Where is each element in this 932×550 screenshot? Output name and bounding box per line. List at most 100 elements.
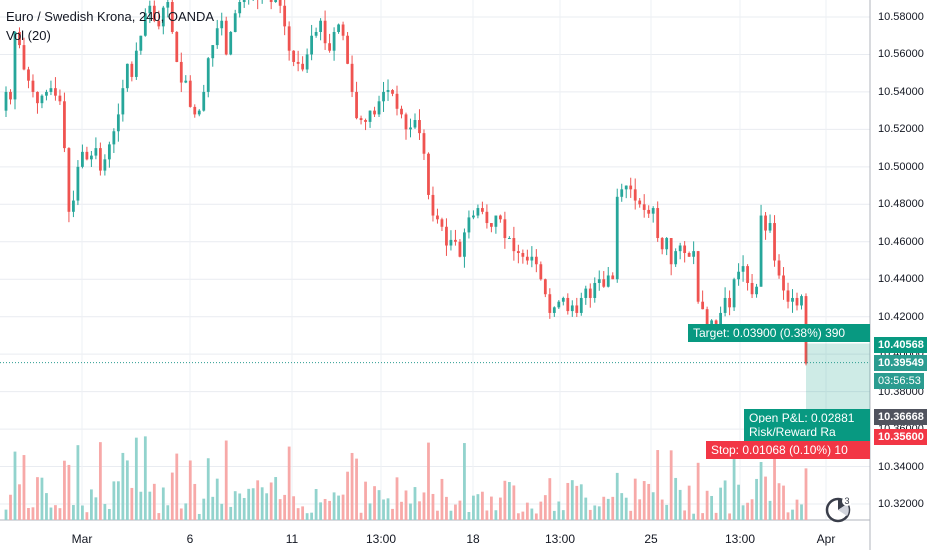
target-label[interactable]: Target: 0.03900 (0.38%) 390 xyxy=(688,324,870,342)
volume-bar xyxy=(512,485,516,520)
candle-body xyxy=(206,58,210,92)
candle-body xyxy=(319,20,322,32)
candle-body xyxy=(579,297,583,313)
candle-body xyxy=(31,80,35,92)
volume-bar xyxy=(98,442,102,520)
volume-bar xyxy=(683,510,687,520)
volume-bar xyxy=(251,488,255,520)
candle-body xyxy=(224,20,228,55)
volume-bar xyxy=(445,496,448,520)
volume-bar xyxy=(107,508,111,520)
candle-body xyxy=(665,238,669,250)
volume-bar xyxy=(161,487,165,520)
candle-body xyxy=(611,275,615,280)
candle-body xyxy=(72,200,75,212)
volume-bar xyxy=(206,458,210,520)
candle-body xyxy=(175,31,179,62)
candle-body xyxy=(112,131,116,145)
volume-bar xyxy=(36,477,39,520)
candle-body xyxy=(606,275,610,287)
candle-body xyxy=(76,166,80,201)
candle-body xyxy=(552,307,556,313)
candle-body xyxy=(40,95,44,104)
price-tick-label: 10.34000 xyxy=(878,460,924,473)
volume-bar xyxy=(76,445,80,520)
volume-bar xyxy=(472,495,475,520)
candle-body xyxy=(570,305,574,312)
candle-body xyxy=(561,297,565,302)
open-pnl-label[interactable]: Open P&L: 0.02881 xyxy=(744,409,870,427)
volume-bar xyxy=(795,499,799,520)
candle-body xyxy=(287,26,291,51)
candle-body xyxy=(701,301,705,310)
candle-body xyxy=(660,238,664,250)
candle-body xyxy=(485,211,489,224)
candle-body xyxy=(476,208,480,216)
candle-body xyxy=(786,290,790,302)
volume-bar xyxy=(278,499,282,520)
candle-body xyxy=(422,133,426,154)
candle-body xyxy=(90,155,93,160)
volume-bar xyxy=(615,472,619,520)
candle-body xyxy=(18,31,21,46)
volume-bar xyxy=(54,505,57,520)
candle-body xyxy=(292,50,296,62)
candle-body xyxy=(107,144,111,160)
volume-bar xyxy=(260,487,264,520)
candle-body xyxy=(125,63,129,89)
volume-bar xyxy=(364,481,367,520)
risk-reward-label[interactable]: Risk/Reward Ra xyxy=(744,423,870,441)
volume-bar xyxy=(359,512,363,520)
current-price-tag: 10.39549 xyxy=(874,355,927,371)
volume-bar xyxy=(570,480,574,520)
volume-bar xyxy=(431,493,435,520)
candle-body xyxy=(332,31,336,51)
volume-bar xyxy=(188,460,192,520)
tradingview-logo-icon[interactable]: 3 xyxy=(823,495,855,523)
stop-label[interactable]: Stop: 0.01068 (0.10%) 10 xyxy=(706,441,870,459)
volume-bar xyxy=(732,454,736,520)
volume-bar xyxy=(81,505,84,520)
volume-bar xyxy=(674,477,678,520)
candle-body xyxy=(795,297,799,306)
volume-bar xyxy=(791,509,794,520)
candle-body xyxy=(103,159,107,171)
volume-bar xyxy=(764,476,767,520)
volume-bar xyxy=(701,513,705,520)
candle-body xyxy=(116,114,120,132)
volume-bar xyxy=(422,492,426,520)
volume-bar xyxy=(265,493,269,520)
volume-bar xyxy=(503,480,507,520)
candle-body xyxy=(755,286,758,295)
candle-body xyxy=(732,279,736,308)
candle-body xyxy=(400,108,403,115)
candle-body xyxy=(584,288,588,298)
candle-body xyxy=(184,80,188,83)
entry-price-tag: 10.36668 xyxy=(874,409,927,425)
candle-body xyxy=(539,264,543,280)
volume-bar xyxy=(211,496,215,520)
volume-bar xyxy=(737,484,740,520)
volume-indicator-label: Vol (20) xyxy=(6,28,51,43)
volume-bar xyxy=(436,510,439,520)
time-tick-label: Mar xyxy=(71,532,93,546)
candle-body xyxy=(215,28,219,46)
candle-body xyxy=(696,251,700,302)
candle-body xyxy=(242,0,246,3)
candle-body xyxy=(283,5,287,27)
candle-body xyxy=(305,54,309,70)
candle-body xyxy=(346,35,349,64)
volume-bar xyxy=(215,478,219,520)
volume-bar xyxy=(170,472,174,520)
candle-body xyxy=(9,91,12,100)
volume-bar xyxy=(386,498,390,520)
candle-body xyxy=(503,219,507,239)
volume-bar xyxy=(777,483,781,520)
volume-bar xyxy=(678,489,682,520)
volume-bar xyxy=(507,482,511,520)
candle-body xyxy=(36,91,39,104)
volume-bar xyxy=(584,497,588,520)
volume-bar xyxy=(750,499,754,520)
